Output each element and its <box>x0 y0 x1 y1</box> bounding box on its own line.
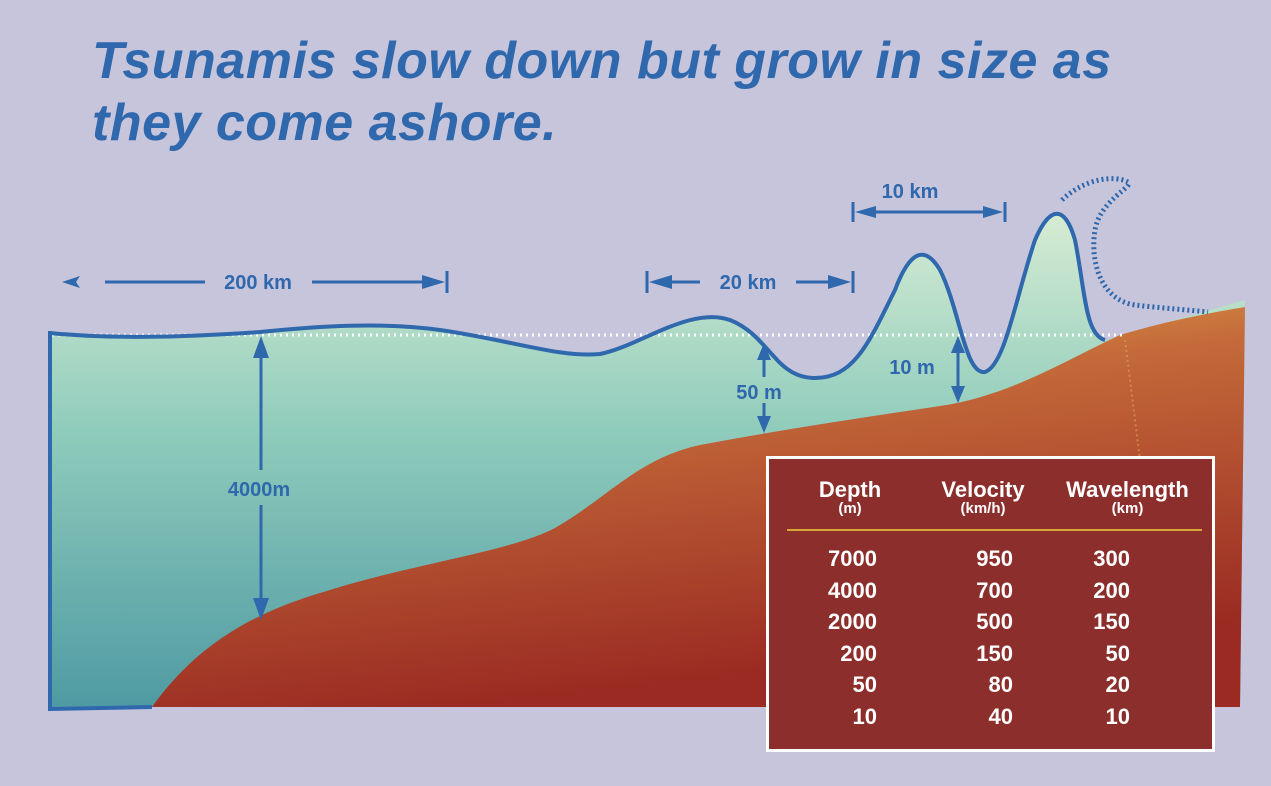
shore-line <box>1124 339 1141 461</box>
table-row: 50 80 20 <box>852 672 1130 697</box>
arrow-50m <box>757 343 771 433</box>
label-10km: 10 km <box>882 181 939 203</box>
header-rule <box>787 517 1202 531</box>
ocean-left-wall <box>48 331 153 712</box>
label-10km-bg <box>870 178 950 202</box>
tsunami-data-table: Depth (m) Velocity (km/h) Wavelength (km) 7… <box>766 456 1215 752</box>
label-4000m: 4000m <box>228 479 290 501</box>
table-row: 4000 700 200 <box>828 577 1130 603</box>
page-title: Tsunamis slow down but grow in size as t… <box>92 32 1112 152</box>
data-table: Depth (m) Velocity (km/h) Wavelength (km) 7… <box>787 479 1202 732</box>
table-row: 2000 500 150 <box>828 609 1130 634</box>
arrow-200km <box>62 271 449 293</box>
label-10m: 10 m <box>889 357 935 379</box>
header-velocity: Velocity (km/h) <box>941 477 1025 517</box>
label-200km: 200 km <box>224 272 292 294</box>
label-20km: 20 km <box>720 272 777 294</box>
table-row: 10 40 10 <box>852 703 1130 729</box>
header-depth: Depth (m) <box>818 477 882 517</box>
arrow-4000m <box>253 336 269 620</box>
header-wavelength: Wavelength (km) <box>1066 477 1189 517</box>
table-row: 200 150 50 <box>840 640 1130 666</box>
wave-surface <box>49 211 1106 381</box>
arrow-10m <box>951 336 965 403</box>
arrow-10km <box>851 202 1007 222</box>
label-50m: 50 m <box>736 382 782 404</box>
table-row: 7000 950 300 <box>828 546 1130 571</box>
arrow-20km <box>645 271 855 293</box>
